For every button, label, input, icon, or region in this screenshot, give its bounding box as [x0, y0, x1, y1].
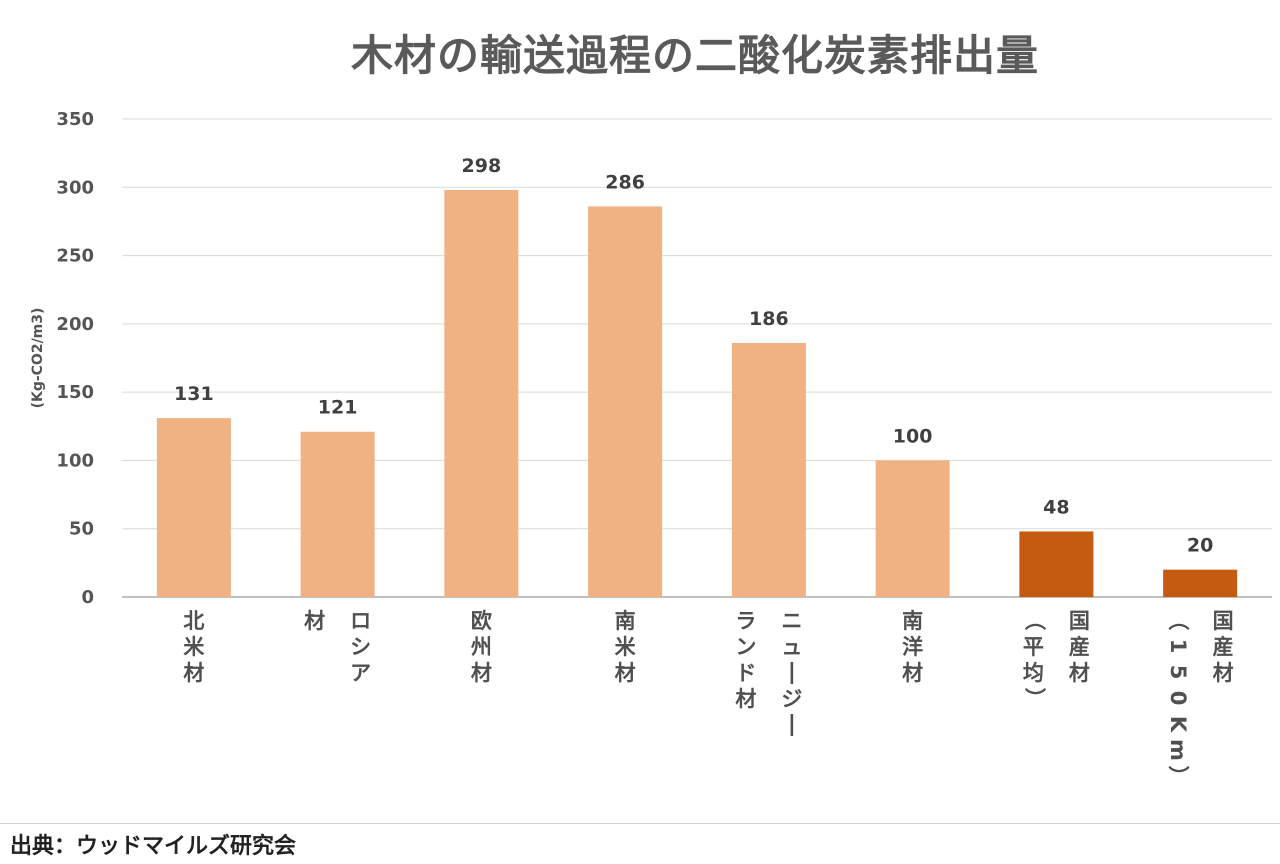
- bar: [300, 431, 375, 597]
- label-char: 0: [1166, 691, 1190, 706]
- bar: [444, 190, 519, 597]
- data-label: 100: [893, 425, 933, 447]
- label-char: 産: [1069, 635, 1090, 659]
- bars: [156, 190, 1238, 598]
- y-tick-label: 0: [81, 587, 94, 608]
- y-tick-label: 350: [56, 109, 94, 130]
- footer-divider: [0, 823, 1280, 824]
- y-tick-label: 300: [56, 177, 94, 198]
- y-tick-label: 200: [56, 314, 94, 335]
- label-char: ニ: [781, 609, 802, 633]
- label-char: 材: [183, 661, 204, 685]
- label-char: 材: [1069, 661, 1090, 685]
- label-char: 材: [304, 609, 325, 633]
- label-char: 1: [1166, 639, 1190, 654]
- label-char: 南: [902, 609, 923, 633]
- x-tick-label: 国産材 （ 平均 ）: [1022, 609, 1090, 709]
- bar: [1019, 531, 1094, 597]
- label-char: 材: [471, 661, 492, 685]
- label-char: ュ: [781, 635, 802, 659]
- label-char: シ: [350, 635, 371, 659]
- gridlines: [122, 118, 1272, 598]
- label-char: 材: [615, 661, 636, 685]
- label-char: 北: [183, 609, 204, 633]
- label-char: 産: [1213, 635, 1234, 659]
- label-char: ）: [1022, 688, 1046, 709]
- label-char: 平: [1023, 635, 1044, 659]
- label-char: 材: [735, 687, 756, 711]
- data-label: 48: [1043, 496, 1069, 518]
- x-tick-label: 北米材: [183, 609, 205, 685]
- y-tick-label: 100: [56, 450, 94, 471]
- label-char: 州: [471, 635, 492, 659]
- data-label: 131: [174, 383, 214, 405]
- x-tick-label: 南米材: [615, 609, 637, 685]
- x-tick-label: 国産材 （ 1 5 0 Km ）: [1166, 609, 1234, 787]
- label-char: 均: [1023, 661, 1044, 685]
- label-char: 5: [1166, 665, 1190, 680]
- label-char: （: [1166, 610, 1190, 631]
- label-char: ド: [735, 661, 756, 685]
- label-char: 南: [615, 609, 636, 633]
- x-tick-label: 欧州材: [471, 609, 492, 685]
- label-char: K: [1166, 716, 1190, 733]
- x-tick-label: 南洋材: [902, 609, 923, 685]
- y-tick-label: 50: [69, 519, 94, 540]
- label-char: ）: [1166, 766, 1190, 787]
- label-char: 材: [1213, 661, 1234, 685]
- data-label: 20: [1187, 535, 1213, 557]
- y-tick-labels: 0 50 100 150 200 250 300 350: [56, 109, 94, 608]
- label-char: ン: [735, 635, 756, 659]
- bar: [731, 342, 806, 597]
- source-note: 出典：ウッドマイルズ研究会: [10, 834, 297, 859]
- label-char: ロ: [350, 609, 371, 633]
- label-char: m: [1166, 739, 1190, 761]
- y-tick-label: 150: [56, 382, 94, 403]
- data-labels: 131 121 298 286 186 100 48 20: [174, 155, 1213, 557]
- label-char: ラ: [735, 609, 756, 633]
- bar: [156, 418, 231, 597]
- label-char: ア: [350, 661, 371, 685]
- chart-title: 木材の輸送過程の二酸化炭素排出量: [350, 31, 1039, 80]
- label-char: 洋: [902, 635, 923, 659]
- data-label: 298: [462, 155, 502, 177]
- data-label: 121: [318, 397, 358, 419]
- label-char: （: [1022, 610, 1046, 631]
- label-char: ジ: [781, 687, 802, 711]
- bar: [588, 206, 663, 598]
- y-tick-label: 250: [56, 246, 94, 267]
- label-char: 米: [183, 635, 205, 659]
- data-label: 186: [749, 308, 789, 330]
- bar: [1163, 569, 1238, 597]
- label-char: 材: [902, 661, 923, 685]
- x-tick-label: ロシア 材: [304, 609, 371, 685]
- label-char: 国: [1069, 609, 1090, 633]
- data-label: 286: [605, 171, 645, 193]
- label-char: 米: [615, 635, 637, 659]
- label-char: 国: [1213, 609, 1234, 633]
- bar: [875, 460, 950, 597]
- label-char: 欧: [471, 609, 492, 633]
